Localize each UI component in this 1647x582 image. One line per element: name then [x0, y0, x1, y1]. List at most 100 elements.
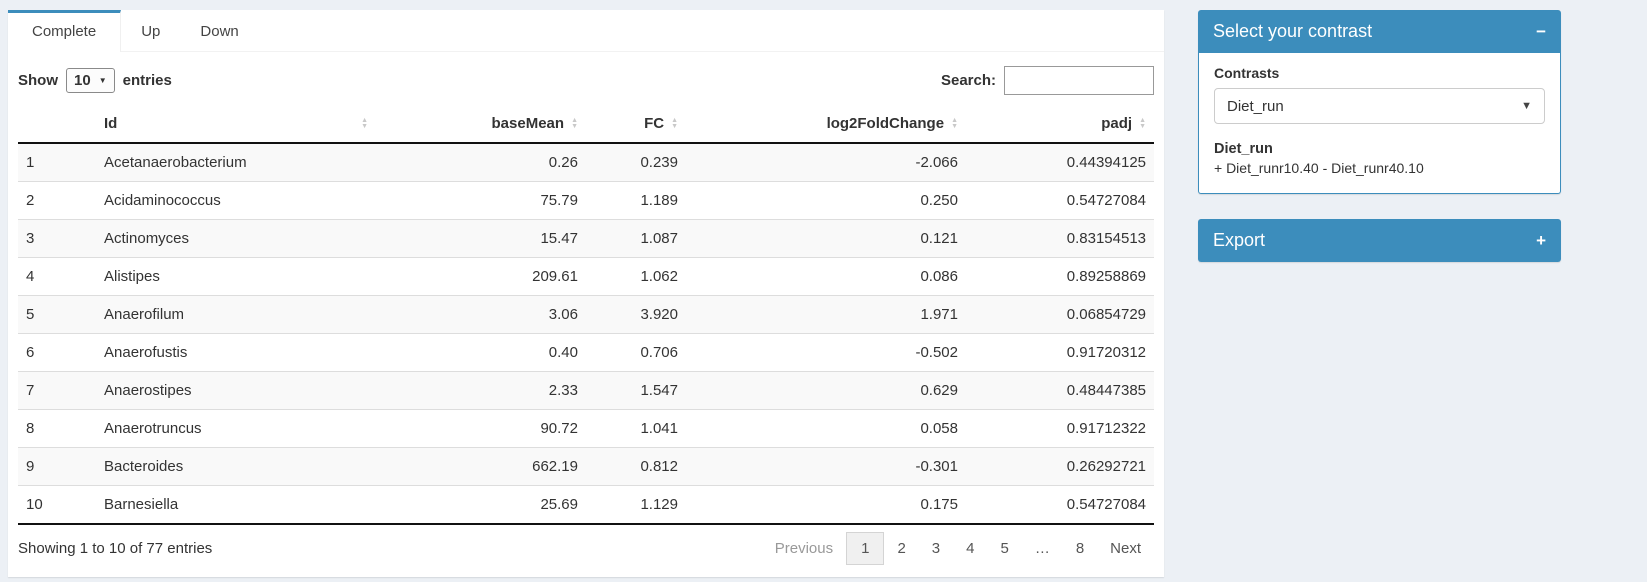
- search-control: Search:: [941, 66, 1154, 95]
- cell-padj: 0.91720312: [966, 333, 1154, 372]
- pagination-page-1[interactable]: 1: [846, 532, 885, 565]
- sort-icon: ▲ ▼: [951, 116, 958, 130]
- cell-baseMean: 662.19: [376, 447, 586, 486]
- table-body: 1 Acetanaerobacterium 0.26 0.239 -2.066 0.443…: [18, 142, 1154, 525]
- pagination-page-3[interactable]: 3: [931, 540, 941, 557]
- cell-baseMean: 75.79: [376, 181, 586, 220]
- table-row[interactable]: 6 Anaerofustis 0.40 0.706 -0.502 0.91720312: [18, 333, 1154, 372]
- cell-fc: 1.062: [586, 257, 686, 296]
- cell-padj: 0.44394125: [966, 142, 1154, 182]
- pagination-pages: 1 2 3 4 5 … 8: [846, 532, 1097, 565]
- column-header-padj[interactable]: padj ▲ ▼: [966, 105, 1154, 144]
- table-header-row: Id ▲ ▼ baseMean ▲ ▼ FC ▲ ▼ log2FoldChange ▲ ▼ padj ▲ ▼: [18, 105, 1154, 144]
- cell-log2fc: -0.502: [686, 333, 966, 372]
- cell-id: Bacteroides: [96, 447, 376, 486]
- cell-baseMean: 15.47: [376, 219, 586, 258]
- cell-log2fc: 0.629: [686, 371, 966, 410]
- pagination-next[interactable]: Next: [1110, 540, 1141, 557]
- tab-label: Down: [200, 23, 239, 40]
- column-header-fc[interactable]: FC ▲ ▼: [586, 105, 686, 144]
- column-label: Id: [104, 115, 118, 132]
- table-row[interactable]: 5 Anaerofilum 3.06 3.920 1.971 0.06854729: [18, 295, 1154, 334]
- sort-icon: ▲ ▼: [1139, 116, 1146, 130]
- contrast-formula: + Diet_runr10.40 - Diet_runr40.10: [1214, 160, 1424, 176]
- cell-id: Anaerostipes: [96, 371, 376, 410]
- cell-id: Barnesiella: [96, 485, 376, 525]
- cell-padj: 0.48447385: [966, 371, 1154, 410]
- cell-id: Actinomyces: [96, 219, 376, 258]
- sort-icon: ▲ ▼: [571, 116, 578, 130]
- cell-id: Alistipes: [96, 257, 376, 296]
- pagination: Previous 1 2 3 4 5 … 8 Next: [762, 532, 1154, 565]
- pagination-page-2[interactable]: 2: [897, 540, 906, 557]
- collapse-minus-icon[interactable]: −: [1536, 22, 1546, 41]
- table-row[interactable]: 9 Bacteroides 662.19 0.812 -0.301 0.26292721: [18, 447, 1154, 486]
- search-label: Search:: [940, 72, 996, 89]
- column-header-log2fc[interactable]: log2FoldChange ▲ ▼: [686, 105, 966, 144]
- cell-index: 10: [18, 485, 96, 525]
- contrasts-label: Contrasts: [1214, 65, 1280, 81]
- cell-log2fc: 0.250: [686, 181, 966, 220]
- cell-index: 7: [18, 371, 96, 410]
- results-tab-box: Complete Up Down Show 10 ▼ entries Se: [8, 10, 1164, 577]
- cell-index: 4: [18, 257, 96, 296]
- cell-baseMean: 2.33: [376, 371, 586, 410]
- column-header-id[interactable]: Id ▲ ▼: [96, 105, 376, 144]
- cell-fc: 1.547: [586, 371, 686, 410]
- contrast-box: Select your contrast − Contrasts Diet_ru…: [1198, 10, 1561, 194]
- table-container: Show 10 ▼ entries Search: Id ▲ ▼ base: [8, 52, 1164, 577]
- cell-index: 9: [18, 447, 96, 486]
- cell-log2fc: 1.971: [686, 295, 966, 334]
- search-input[interactable]: [1004, 66, 1154, 95]
- cell-log2fc: 0.175: [686, 485, 966, 525]
- export-box: Export +: [1198, 219, 1561, 262]
- cell-id: Anaerofustis: [96, 333, 376, 372]
- cell-log2fc: -2.066: [686, 142, 966, 182]
- cell-padj: 0.06854729: [966, 295, 1154, 334]
- cell-padj: 0.26292721: [966, 447, 1154, 486]
- column-header-baseMean[interactable]: baseMean ▲ ▼: [376, 105, 586, 144]
- pagination-page-8[interactable]: 8: [1075, 540, 1085, 557]
- entries-label: entries: [122, 72, 172, 89]
- table-row[interactable]: 3 Actinomyces 15.47 1.087 0.121 0.83154513: [18, 219, 1154, 258]
- table-row[interactable]: 2 Acidaminococcus 75.79 1.189 0.250 0.5472708…: [18, 181, 1154, 220]
- contrast-box-title: Select your contrast: [1213, 21, 1373, 41]
- cell-padj: 0.91712322: [966, 409, 1154, 448]
- cell-fc: 0.812: [586, 447, 686, 486]
- cell-baseMean: 3.06: [376, 295, 586, 334]
- cell-fc: 0.239: [586, 142, 686, 182]
- pagination-page-4[interactable]: 4: [966, 540, 975, 557]
- table-row[interactable]: 1 Acetanaerobacterium 0.26 0.239 -2.066 0.443…: [18, 142, 1154, 182]
- contrast-box-header: Select your contrast −: [1198, 10, 1561, 53]
- pagination-page-5[interactable]: 5: [1000, 540, 1009, 557]
- cell-baseMean: 209.61: [376, 257, 586, 296]
- cell-index: 3: [18, 219, 96, 258]
- contrast-select[interactable]: Diet_run ▼: [1214, 88, 1545, 124]
- tab-complete[interactable]: Complete: [8, 10, 122, 52]
- column-label: log2FoldChange: [826, 115, 945, 132]
- cell-padj: 0.83154513: [966, 219, 1154, 258]
- cell-baseMean: 90.72: [376, 409, 586, 448]
- table-row[interactable]: 4 Alistipes 209.61 1.062 0.086 0.89258869: [18, 257, 1154, 296]
- cell-index: 2: [18, 181, 96, 220]
- table-row[interactable]: 8 Anaerotruncus 90.72 1.041 0.058 0.91712322: [18, 409, 1154, 448]
- table-controls: Show 10 ▼ entries Search:: [18, 66, 1154, 95]
- cell-baseMean: 0.40: [376, 333, 586, 372]
- contrast-select-value: Diet_run: [1227, 97, 1284, 115]
- pagination-previous[interactable]: Previous: [774, 540, 834, 557]
- sidebar: Select your contrast − Contrasts Diet_ru…: [1198, 10, 1561, 287]
- table-row[interactable]: 10 Barnesiella 25.69 1.129 0.175 0.54727084: [18, 485, 1154, 525]
- expand-plus-icon[interactable]: +: [1536, 231, 1546, 250]
- column-label: baseMean: [491, 115, 565, 132]
- tab-label: Complete: [32, 23, 97, 40]
- tab-down[interactable]: Down: [180, 10, 258, 51]
- table-row[interactable]: 7 Anaerostipes 2.33 1.547 0.629 0.48447385: [18, 371, 1154, 410]
- cell-log2fc: 0.121: [686, 219, 966, 258]
- cell-log2fc: 0.058: [686, 409, 966, 448]
- contrast-name: Diet_run: [1214, 141, 1273, 157]
- cell-log2fc: 0.086: [686, 257, 966, 296]
- tab-up[interactable]: Up: [121, 10, 180, 51]
- show-label: Show: [18, 72, 58, 89]
- results-panel: Complete Up Down Show 10 ▼ entries Se: [8, 10, 1164, 577]
- page-length-select[interactable]: 10 ▼: [66, 68, 115, 93]
